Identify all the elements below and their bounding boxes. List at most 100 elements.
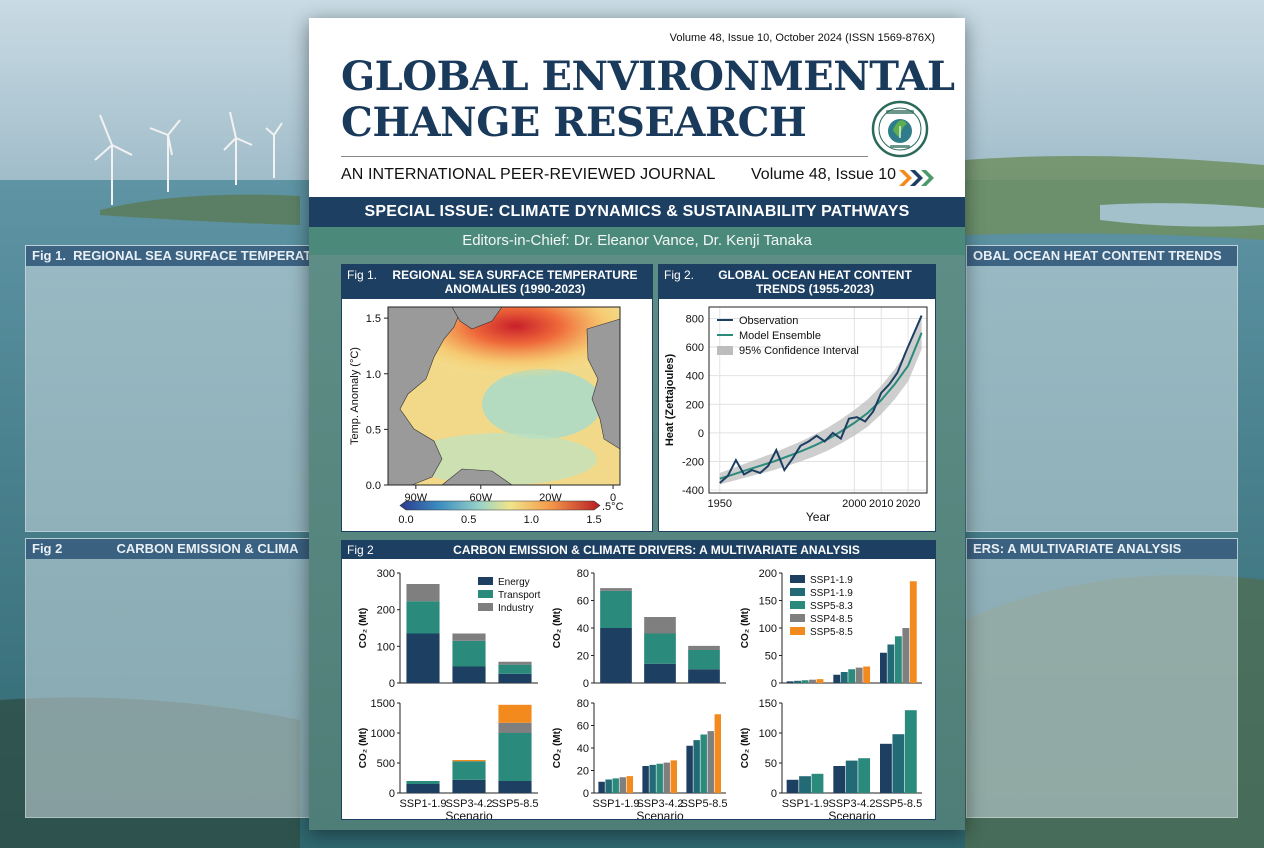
fig3-bar-segment [452, 633, 486, 641]
fig2-ytick-label: -400 [682, 485, 704, 497]
fig3-bar-segment [498, 704, 532, 723]
fig3-ytick-label: 0 [389, 678, 395, 690]
fig1-colorbar-tick: 0.5 [461, 514, 476, 526]
fig2-legend-swatch [717, 346, 733, 355]
fig3-ytick-label: 100 [377, 641, 395, 653]
fig3-bar [833, 674, 841, 683]
fig2-legend-label: Observation [739, 315, 798, 327]
fig3-category-label: SSP3-4.2 [445, 798, 492, 810]
figure-1-sst-map: Fig 1. REGIONAL SEA SURFACE TEMPERATURE … [341, 264, 653, 532]
fig3-legend-label: SSP4-8.5 [810, 614, 853, 625]
fig3-bar [840, 672, 848, 683]
fig3-ytick-label: 300 [377, 568, 395, 580]
fig2-ytick-label: 800 [686, 313, 704, 325]
journal-subtitle: AN INTERNATIONAL PEER-REVIEWED JOURNAL [341, 166, 716, 183]
fig3-xlabel: Scenario [636, 809, 684, 819]
fig3-ytick-label: 60 [577, 596, 589, 608]
fig3-bar [619, 777, 626, 793]
fig2-model-line [719, 332, 923, 480]
fig3-ylabel: CO₂ (Mt) [740, 608, 751, 649]
fig3-bar [904, 710, 917, 793]
issn-line: Volume 48, Issue 10, October 2024 (ISSN … [669, 32, 935, 44]
fig3-category-label: SSP1-1.9 [592, 798, 639, 810]
fig3-bar [845, 760, 858, 793]
fig3-legend-label: Industry [498, 603, 534, 614]
fig3-ytick-label: 1500 [371, 698, 395, 710]
fig3-bar [809, 679, 816, 683]
fig3-bar-segment [406, 584, 440, 602]
fig3-ytick-label: 40 [577, 743, 589, 755]
fig3-category-label: SSP3-4.2 [828, 798, 875, 810]
journal-cover: Volume 48, Issue 10, October 2024 (ISSN … [309, 18, 965, 830]
fig3-xlabel: Scenario [828, 809, 876, 819]
fig3-legend-label: SSP1-1.9 [810, 575, 853, 586]
fig2-xtick-label: 2000 [842, 498, 866, 510]
fig3-bar [848, 669, 856, 683]
fig3-bar-segment [600, 628, 632, 683]
fig3-bar-segment [498, 722, 532, 733]
fig3-bar-segment [600, 588, 632, 591]
figure-2-label: Fig 2. [664, 268, 695, 282]
fig2-xtick-label: 2020 [896, 498, 920, 510]
fig3-bar [663, 762, 670, 793]
fig3-legend-label: SSP1-1.9 [810, 588, 853, 599]
fig3-ytick-label: 0 [771, 678, 777, 690]
fig3-bar [801, 680, 809, 683]
fig3-bar [811, 773, 824, 793]
fig1-ytick-label: 1.0 [366, 369, 381, 381]
fig3-bar [598, 781, 605, 793]
fig3-bar-segment [406, 781, 440, 784]
fig3-legend-label: SSP5-8.3 [810, 601, 853, 612]
fig3-bar-segment [498, 661, 532, 665]
fig3-xlabel: Scenario [445, 809, 493, 819]
fig1-xtick-label: 0 [610, 492, 616, 504]
fig3-bar-segment [498, 673, 532, 683]
fig3-ytick-label: 200 [377, 605, 395, 617]
fig3-ytick-label: 20 [577, 766, 589, 778]
fig3-bar-segment [498, 781, 532, 793]
fig3-bar-segment [452, 779, 486, 793]
fig3-bar-segment [498, 664, 532, 674]
journal-title-line-2: CHANGE RESEARCH [341, 99, 807, 146]
fig3-bar [670, 760, 677, 793]
fig2-xlabel: Year [806, 510, 830, 524]
fig3-bar [649, 764, 656, 793]
fig3-ytick-label: 100 [759, 623, 777, 635]
fig3-ytick-label: 500 [377, 758, 395, 770]
fig3-bar-segment [688, 650, 720, 670]
fig1-frame [387, 306, 621, 486]
fig3-bar [909, 581, 917, 683]
fig3-bar [863, 666, 871, 683]
fig3-bar-segment [452, 761, 486, 780]
fig3-ytick-label: 50 [765, 651, 777, 663]
fig3-ylabel: CO₂ (Mt) [740, 728, 751, 769]
fig3-ytick-label: 100 [759, 728, 777, 740]
fig1-ytick-label: 0.5 [366, 424, 381, 436]
fig1-colorbar-tick: 0.0 [398, 514, 413, 526]
special-issue-banner: SPECIAL ISSUE: CLIMATE DYNAMICS & SUSTAI… [309, 197, 965, 227]
sst-map [387, 306, 621, 486]
fig3-ytick-label: 20 [577, 651, 589, 663]
background-figure-left-top: Fig 1. REGIONAL SEA SURFACE TEMPERAT [25, 245, 310, 532]
fig3-legend-swatch [478, 577, 493, 585]
fig3-ytick-label: 150 [759, 698, 777, 710]
fig3-ytick-label: 0 [583, 788, 589, 800]
fig3-bar-segment [644, 633, 676, 664]
fig3-bar-segment [406, 784, 440, 793]
fig2-ytick-label: 600 [686, 342, 704, 354]
fig3-bar [833, 766, 846, 793]
north-america-landmass [387, 306, 463, 486]
fig3-bar-segment [498, 733, 532, 781]
fig3-category-label: SSP5-8.5 [680, 798, 727, 810]
figure-3-carbon-emissions: Fig 2 CARBON EMISSION & CLIMATE DRIVERS:… [341, 540, 936, 823]
fig3-ylabel: CO₂ (Mt) [552, 608, 563, 649]
fig2-ytick-label: 400 [686, 371, 704, 383]
fig3-ytick-label: 0 [771, 788, 777, 800]
fig3-bar [642, 766, 649, 793]
editors-banner: Editors-in-Chief: Dr. Eleanor Vance, Dr.… [309, 227, 965, 255]
fig3-legend-swatch [790, 575, 805, 583]
title-divider [341, 156, 868, 157]
figure-3-label: Fig 2 [347, 543, 374, 557]
